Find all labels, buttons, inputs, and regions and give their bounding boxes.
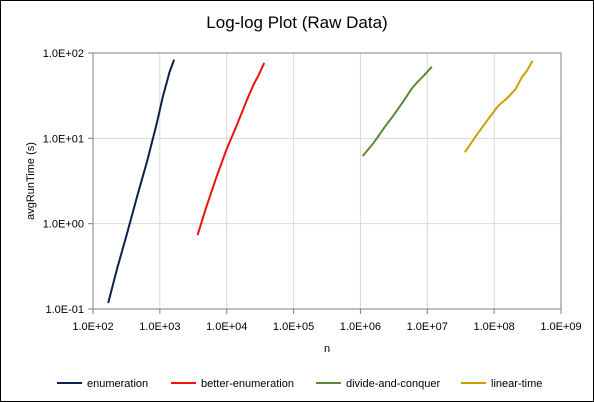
series-line-linear-time	[464, 60, 534, 153]
series-line-better-enumeration	[196, 62, 265, 236]
x-tick-label: 1.0E+06	[340, 321, 381, 333]
x-axis-title: n	[324, 343, 330, 355]
x-tick-label: 1.0E+04	[206, 321, 247, 333]
y-tick-label: 1.0E+01	[43, 133, 84, 145]
legend-label-linear-time: linear-time	[491, 378, 542, 390]
y-tick-label: 1.0E+02	[43, 48, 84, 60]
x-tick-labels: 1.0E+02 1.0E+03 1.0E+04 1.0E+05 1.0E+06 1.0E+…	[72, 321, 581, 333]
x-tick-label: 1.0E+09	[540, 321, 581, 333]
series-layer	[107, 59, 534, 304]
x-tick-label: 1.0E+02	[72, 321, 113, 333]
y-tick-label: 1.0E-01	[45, 304, 84, 316]
grid-layer	[88, 52, 562, 314]
series-line-enumeration	[107, 59, 175, 304]
chart-title: Log-log Plot (Raw Data)	[206, 13, 387, 32]
legend-label-divide-and-conquer: divide-and-conquer	[346, 378, 441, 390]
x-tick-label: 1.0E+07	[407, 321, 448, 333]
legend: enumeration better-enumeration divide-and-…	[57, 378, 542, 390]
legend-label-enumeration: enumeration	[87, 378, 148, 390]
y-tick-labels: 1.0E-01 1.0E+00 1.0E+01 1.0E+02	[43, 48, 84, 316]
x-tick-label: 1.0E+08	[473, 321, 514, 333]
x-tick-label: 1.0E+03	[139, 321, 180, 333]
legend-label-better-enumeration: better-enumeration	[201, 378, 294, 390]
series-line-divide-and-conquer	[362, 66, 433, 157]
plot-area-border	[92, 52, 562, 310]
y-axis-title: avgRunTime (s)	[25, 142, 37, 220]
y-tick-label: 1.0E+00	[43, 219, 84, 231]
x-tick-label: 1.0E+05	[273, 321, 314, 333]
